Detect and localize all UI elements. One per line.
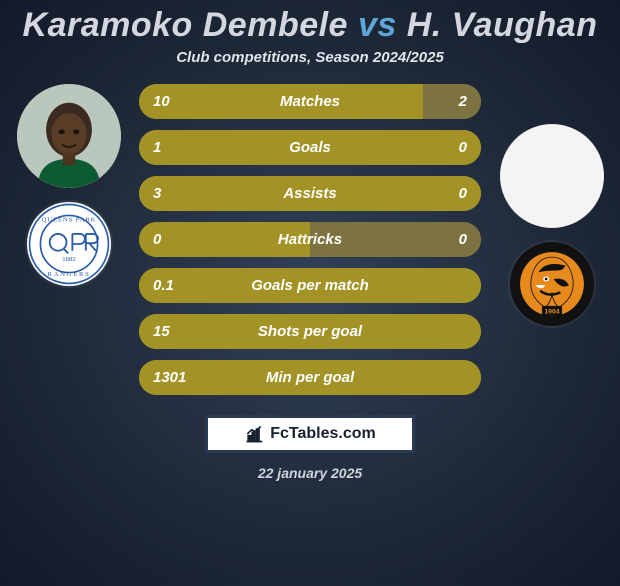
stat-label: Assists — [201, 185, 419, 202]
stat-value-left: 1301 — [139, 369, 201, 386]
blank-avatar-icon — [500, 124, 604, 228]
stat-value-right: 2 — [419, 93, 481, 110]
stat-row: 1301Min per goal — [139, 360, 481, 395]
left-side: QUEENS PARK RANGERS 1882 — [16, 84, 121, 286]
svg-text:1904: 1904 — [544, 308, 559, 315]
comparison-title: Karamoko Dembele vs H. Vaughan — [0, 6, 620, 45]
stat-row: 0Hattricks0 — [139, 222, 481, 257]
stat-label: Matches — [201, 93, 419, 110]
stat-row: 10Matches2 — [139, 84, 481, 119]
brand-text: FcTables.com — [270, 425, 376, 443]
vs-word: vs — [358, 6, 397, 44]
stat-value-right: 0 — [419, 185, 481, 202]
stat-row: 15Shots per goal — [139, 314, 481, 349]
stat-value-left: 1 — [139, 139, 201, 156]
stat-value-left: 0 — [139, 231, 201, 248]
person-icon — [17, 84, 121, 188]
right-side: 1904 — [499, 84, 604, 326]
stat-value-left: 0.1 — [139, 277, 201, 294]
stat-label: Goals — [201, 139, 419, 156]
stat-label: Hattricks — [201, 231, 419, 248]
subtitle: Club competitions, Season 2024/2025 — [0, 49, 620, 66]
player2-club-logo: 1904 — [510, 242, 594, 326]
date-text: 22 january 2025 — [0, 465, 620, 481]
brand-badge: FcTables.com — [205, 415, 415, 453]
stat-value-right: 0 — [419, 231, 481, 248]
player2-name: H. Vaughan — [407, 6, 598, 44]
player2-avatar — [500, 124, 604, 228]
svg-text:QUEENS PARK: QUEENS PARK — [41, 216, 96, 223]
stat-value-left: 15 — [139, 323, 201, 340]
chart-icon — [244, 424, 264, 444]
stat-label: Goals per match — [201, 277, 419, 294]
hull-crest-icon: 1904 — [510, 242, 594, 326]
stat-rows: 10Matches21Goals03Assists00Hattricks00.1… — [139, 84, 481, 395]
stat-row: 1Goals0 — [139, 130, 481, 165]
player1-name: Karamoko Dembele — [23, 6, 348, 44]
svg-text:RANGERS: RANGERS — [47, 271, 90, 278]
stat-row: 3Assists0 — [139, 176, 481, 211]
stat-label: Shots per goal — [201, 323, 419, 340]
stat-value-left: 10 — [139, 93, 201, 110]
player1-avatar — [17, 84, 121, 188]
stat-value-left: 3 — [139, 185, 201, 202]
qpr-crest-icon: QUEENS PARK RANGERS 1882 — [27, 202, 111, 286]
stat-value-right: 0 — [419, 139, 481, 156]
comparison-content: QUEENS PARK RANGERS 1882 10Matches21Goal… — [0, 84, 620, 395]
stat-label: Min per goal — [201, 369, 419, 386]
stat-row: 0.1Goals per match — [139, 268, 481, 303]
player1-club-logo: QUEENS PARK RANGERS 1882 — [27, 202, 111, 286]
svg-text:1882: 1882 — [62, 256, 75, 263]
